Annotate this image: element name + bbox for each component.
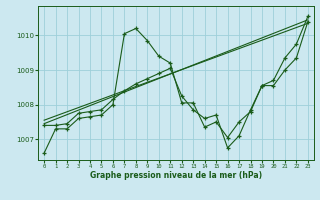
X-axis label: Graphe pression niveau de la mer (hPa): Graphe pression niveau de la mer (hPa) (90, 171, 262, 180)
